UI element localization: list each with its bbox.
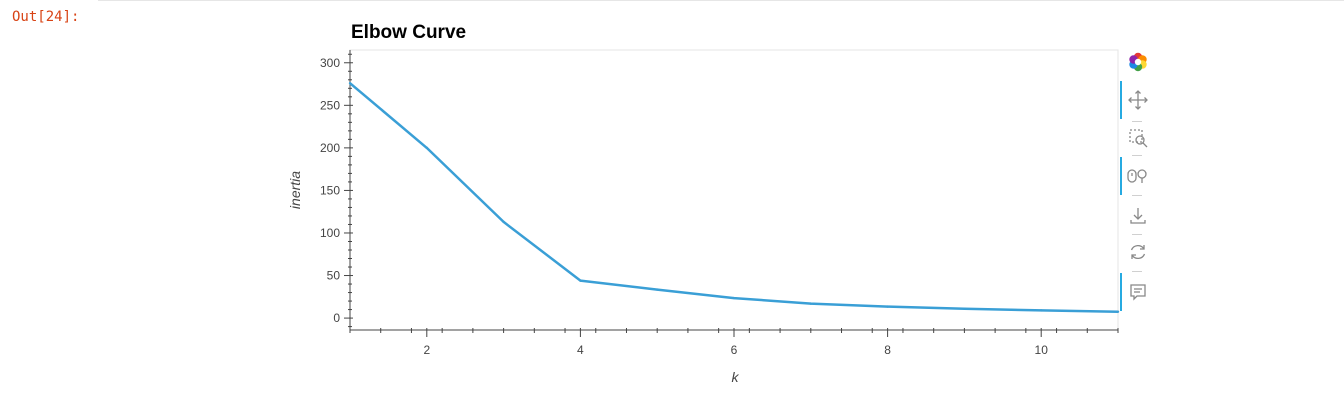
save-icon[interactable] (1124, 202, 1152, 230)
y-tick-label: 300 (320, 56, 340, 70)
data-point (425, 146, 428, 150)
x-tick-label: 6 (731, 343, 738, 357)
output-prompt: Out[24]: (12, 9, 80, 25)
x-axis-label: k (732, 369, 740, 385)
toolbar-separator (1132, 234, 1142, 235)
data-point (1116, 310, 1120, 313)
y-tick-label: 150 (320, 183, 340, 197)
pan-icon[interactable] (1124, 86, 1152, 114)
data-point (886, 305, 889, 308)
toolbar-separator (1132, 271, 1142, 272)
y-axis: 0 50 100 150 200 250 300 (320, 50, 353, 330)
wheel-zoom-icon[interactable] (1124, 162, 1152, 190)
x-tick-label: 2 (423, 343, 430, 357)
hover-active-indicator (1120, 273, 1122, 311)
x-axis: 2 4 6 8 10 (349, 328, 1119, 357)
x-tick-label: 8 (884, 343, 891, 357)
toolbar-separator (1132, 195, 1142, 196)
toolbar-separator (1132, 121, 1142, 122)
bokeh-logo-icon[interactable] (1124, 48, 1152, 76)
series-layer (348, 81, 1120, 313)
y-tick-label: 250 (320, 98, 340, 112)
pan-active-indicator (1120, 81, 1122, 119)
hover-icon[interactable] (1124, 278, 1152, 306)
data-point (348, 81, 352, 85)
data-point (579, 279, 582, 282)
data-point (963, 307, 966, 310)
x-tick-label: 4 (577, 343, 584, 357)
data-point (732, 296, 736, 300)
data-point (1040, 309, 1043, 312)
data-point (809, 302, 812, 305)
data-point (502, 220, 505, 224)
y-tick-label: 100 (320, 226, 340, 240)
wheel-zoom-active-indicator (1120, 157, 1122, 195)
chart-title: Elbow Curve (351, 22, 467, 43)
reset-icon[interactable] (1124, 238, 1152, 266)
box-zoom-icon[interactable] (1124, 124, 1152, 152)
y-axis-label: inertia (287, 171, 303, 209)
plot-area[interactable] (349, 49, 1119, 331)
y-tick-label: 50 (327, 269, 341, 283)
y-tick-label: 0 (333, 311, 340, 325)
data-point (656, 288, 659, 291)
y-tick-label: 200 (320, 141, 340, 155)
toolbar-separator (1132, 155, 1142, 156)
cell-divider (98, 0, 1344, 1)
x-tick-label: 10 (1035, 343, 1049, 357)
plot-toolbar (1120, 44, 1152, 314)
